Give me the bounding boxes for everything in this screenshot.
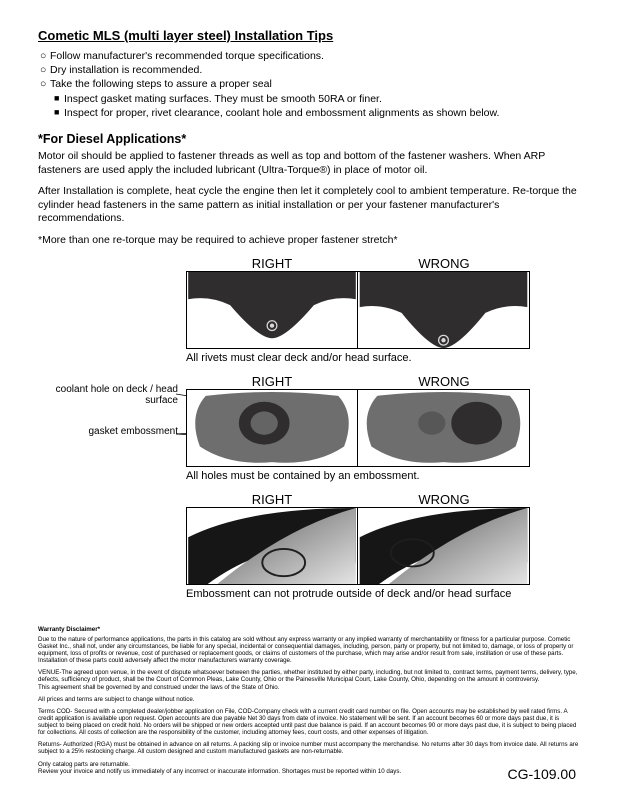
bullet-list: ○Follow manufacturer's recommended torqu…: [40, 49, 580, 120]
diesel-paragraph: Motor oil should be applied to fastener …: [38, 150, 580, 177]
fine-print: Warranty Disclaimer* Due to the nature o…: [38, 626, 580, 775]
wrong-label: WRONG: [358, 256, 530, 271]
fine-p: Only catalog parts are returnable.Review…: [38, 761, 580, 775]
figure-3-caption: Embossment can not protrude outside of d…: [186, 588, 580, 600]
right-label: RIGHT: [186, 374, 358, 389]
wrong-label: WRONG: [358, 374, 530, 389]
sub-bullet-item: ■Inspect gasket mating surfaces. They mu…: [54, 92, 580, 106]
stretch-note: *More than one re-torque may be required…: [38, 234, 580, 248]
leader-lines: [38, 374, 198, 462]
figure-1-caption: All rivets must clear deck and/or head s…: [186, 352, 580, 364]
figure-1: [186, 271, 580, 349]
figure-1-wrong: [358, 271, 530, 349]
bullet-item: ○Dry installation is recommended.: [40, 63, 580, 77]
diesel-heading: *For Diesel Applications*: [38, 132, 580, 146]
figure-2-wrong: [358, 389, 530, 467]
page-title: Cometic MLS (multi layer steel) Installa…: [38, 28, 580, 43]
footer-code: CG-109.00: [508, 766, 576, 782]
figure-2-right: [186, 389, 358, 467]
figure-3-right: [186, 507, 358, 585]
after-install-paragraph: After Installation is complete, heat cyc…: [38, 185, 580, 226]
figure-2: [186, 389, 580, 467]
fine-p: Returns- Authorized (RGA) must be obtain…: [38, 741, 580, 755]
sub-bullet-item: ■Inspect for proper, rivet clearance, co…: [54, 106, 580, 120]
warranty-title: Warranty Disclaimer*: [38, 626, 580, 633]
figure-1-right: [186, 271, 358, 349]
right-label: RIGHT: [186, 256, 358, 271]
right-label: RIGHT: [186, 492, 358, 507]
bullet-item: ○Take the following steps to assure a pr…: [40, 77, 580, 91]
bullet-item: ○Follow manufacturer's recommended torqu…: [40, 49, 580, 63]
fine-p: Terms COD- Secured with a completed deal…: [38, 708, 580, 737]
fine-p: Due to the nature of performance applica…: [38, 636, 580, 665]
figure-2-caption: All holes must be contained by an emboss…: [186, 470, 580, 482]
wrong-label: WRONG: [358, 492, 530, 507]
figure-area: RIGHT WRONG: [38, 256, 580, 608]
fine-p: All prices and terms are subject to chan…: [38, 696, 580, 703]
figure-3-wrong: [358, 507, 530, 585]
figure-3: [186, 507, 580, 585]
fine-p: VENUE-The agreed upon venue, in the even…: [38, 669, 580, 690]
